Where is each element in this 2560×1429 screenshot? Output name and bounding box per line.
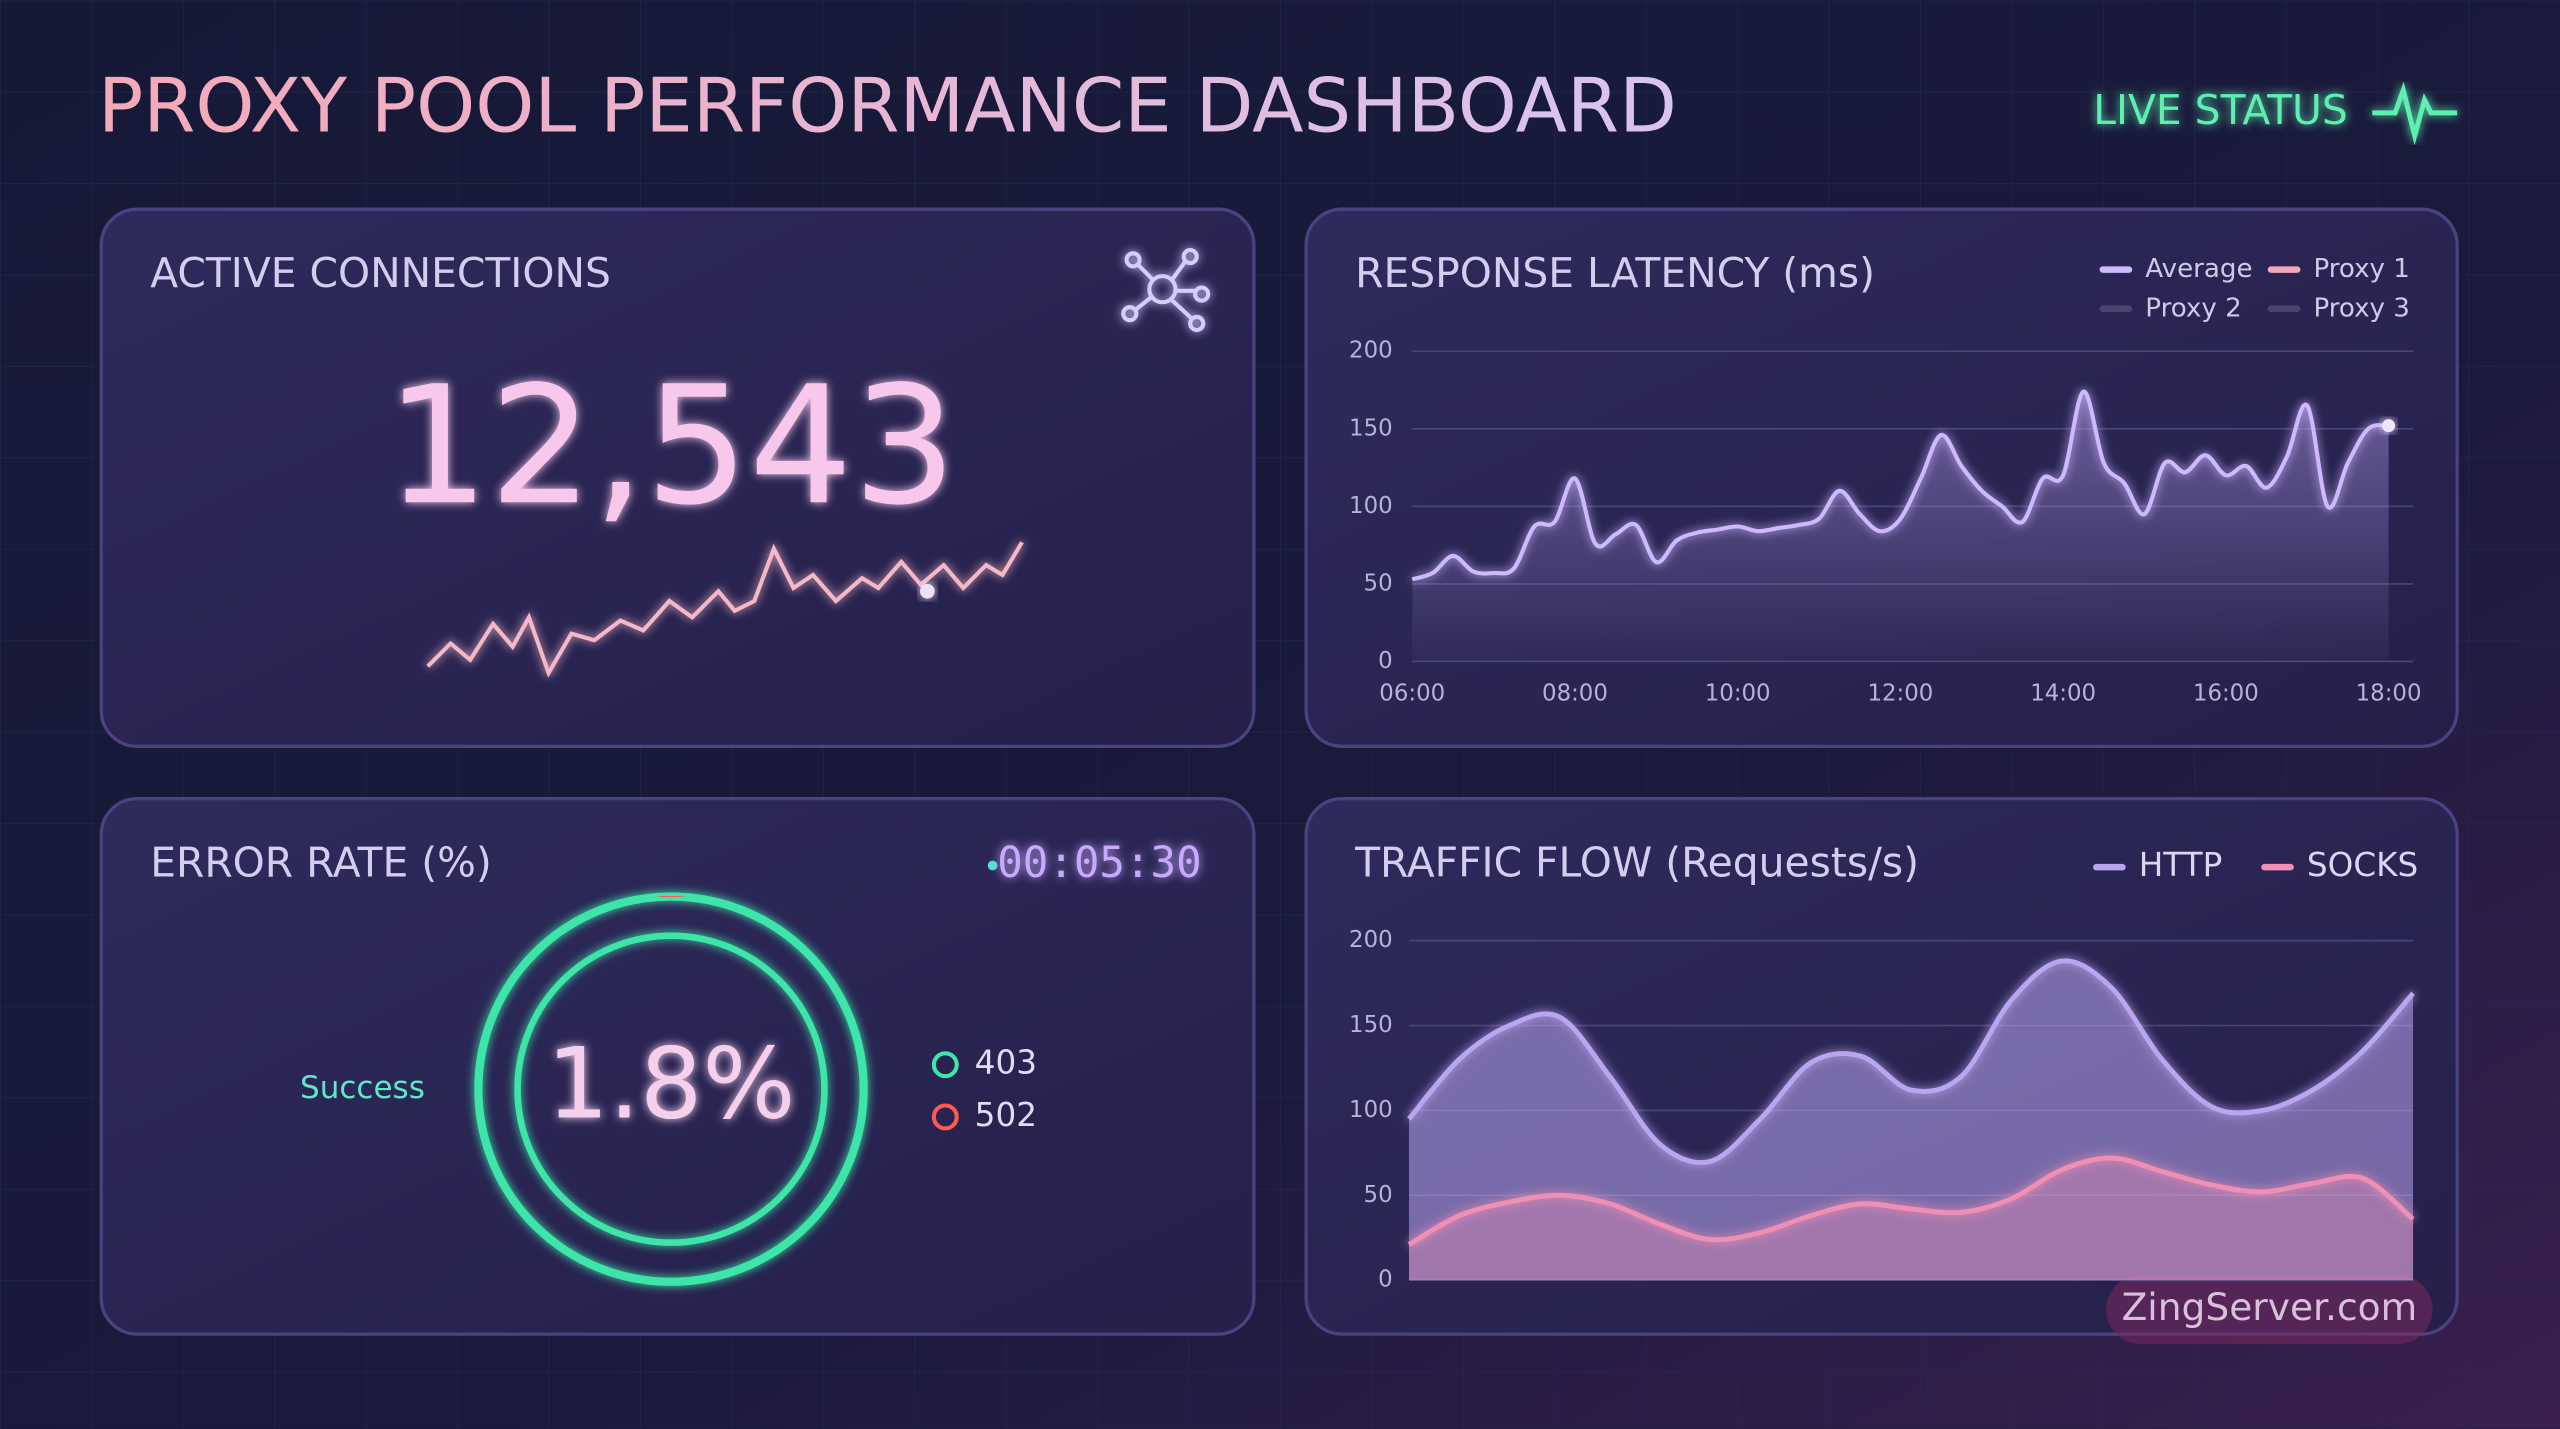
watermark-pill bbox=[2106, 1275, 2433, 1344]
success-label: Success bbox=[300, 1070, 425, 1106]
line-area bbox=[1412, 391, 2389, 662]
x-tick-label: 18:00 bbox=[2356, 681, 2422, 707]
x-tick-label: 08:00 bbox=[1542, 681, 1608, 707]
x-tick-label: 06:00 bbox=[1379, 681, 1445, 707]
live-status: LIVE STATUS bbox=[2093, 86, 2347, 134]
y-tick-label: 200 bbox=[1349, 338, 1393, 364]
y-tick-label: 0 bbox=[1378, 648, 1393, 674]
legend-label: 502 bbox=[975, 1096, 1037, 1134]
area-line bbox=[1407, 1155, 2415, 1247]
legend-label: Proxy 2 bbox=[2145, 293, 2241, 323]
card-title: ACTIVE CONNECTIONS bbox=[150, 249, 611, 297]
connections-value: 12,543 bbox=[385, 350, 956, 541]
network-icon bbox=[1121, 247, 1211, 333]
panel bbox=[99, 796, 1256, 1336]
legend-swatch bbox=[931, 1051, 959, 1079]
y-tick-label: 150 bbox=[1349, 1012, 1393, 1038]
legend-swatch bbox=[931, 1103, 959, 1131]
x-tick-label: 12:00 bbox=[1867, 681, 1933, 707]
y-tick-label: 50 bbox=[1364, 570, 1393, 596]
legend-label: HTTP bbox=[2139, 846, 2223, 884]
y-tick-label: 200 bbox=[1349, 927, 1393, 953]
watermark: ZingServer.com bbox=[2122, 1285, 2418, 1329]
legend-label: Proxy 1 bbox=[2313, 254, 2409, 284]
y-tick-label: 100 bbox=[1349, 1097, 1393, 1123]
sparkline bbox=[426, 541, 1024, 678]
timer: 00:05:30 bbox=[997, 839, 1201, 888]
y-tick-label: 150 bbox=[1349, 415, 1393, 441]
dashboard-title: PROXY POOL PERFORMANCE DASHBOARD bbox=[98, 62, 1677, 150]
x-tick-label: 10:00 bbox=[1705, 681, 1771, 707]
timer-dot bbox=[987, 860, 998, 871]
area bbox=[1408, 1157, 2414, 1281]
y-tick-label: 0 bbox=[1378, 1267, 1393, 1293]
area bbox=[1408, 960, 2414, 1281]
legend-label: 403 bbox=[975, 1044, 1037, 1082]
legend-label: Proxy 3 bbox=[2313, 293, 2409, 323]
y-tick-label: 50 bbox=[1364, 1182, 1393, 1208]
legend-label: Average bbox=[2145, 254, 2252, 284]
area-line bbox=[1407, 958, 2415, 1165]
card-title: TRAFFIC FLOW (Requests/s) bbox=[1354, 839, 1919, 887]
pulse-icon bbox=[2372, 81, 2458, 146]
line-end bbox=[2382, 419, 2396, 433]
card-title: RESPONSE LATENCY (ms) bbox=[1355, 249, 1875, 297]
panel bbox=[99, 207, 1256, 748]
sparkline-end bbox=[920, 583, 935, 599]
x-tick-label: 16:00 bbox=[2193, 681, 2259, 707]
legend-label: SOCKS bbox=[2307, 846, 2418, 884]
x-tick-label: 14:00 bbox=[2030, 681, 2096, 707]
card-title: ERROR RATE (%) bbox=[150, 839, 492, 887]
gauge-inner-ring bbox=[514, 932, 828, 1246]
y-tick-label: 100 bbox=[1349, 493, 1393, 519]
line bbox=[1411, 389, 2389, 582]
error-value: 1.8% bbox=[547, 1028, 796, 1142]
